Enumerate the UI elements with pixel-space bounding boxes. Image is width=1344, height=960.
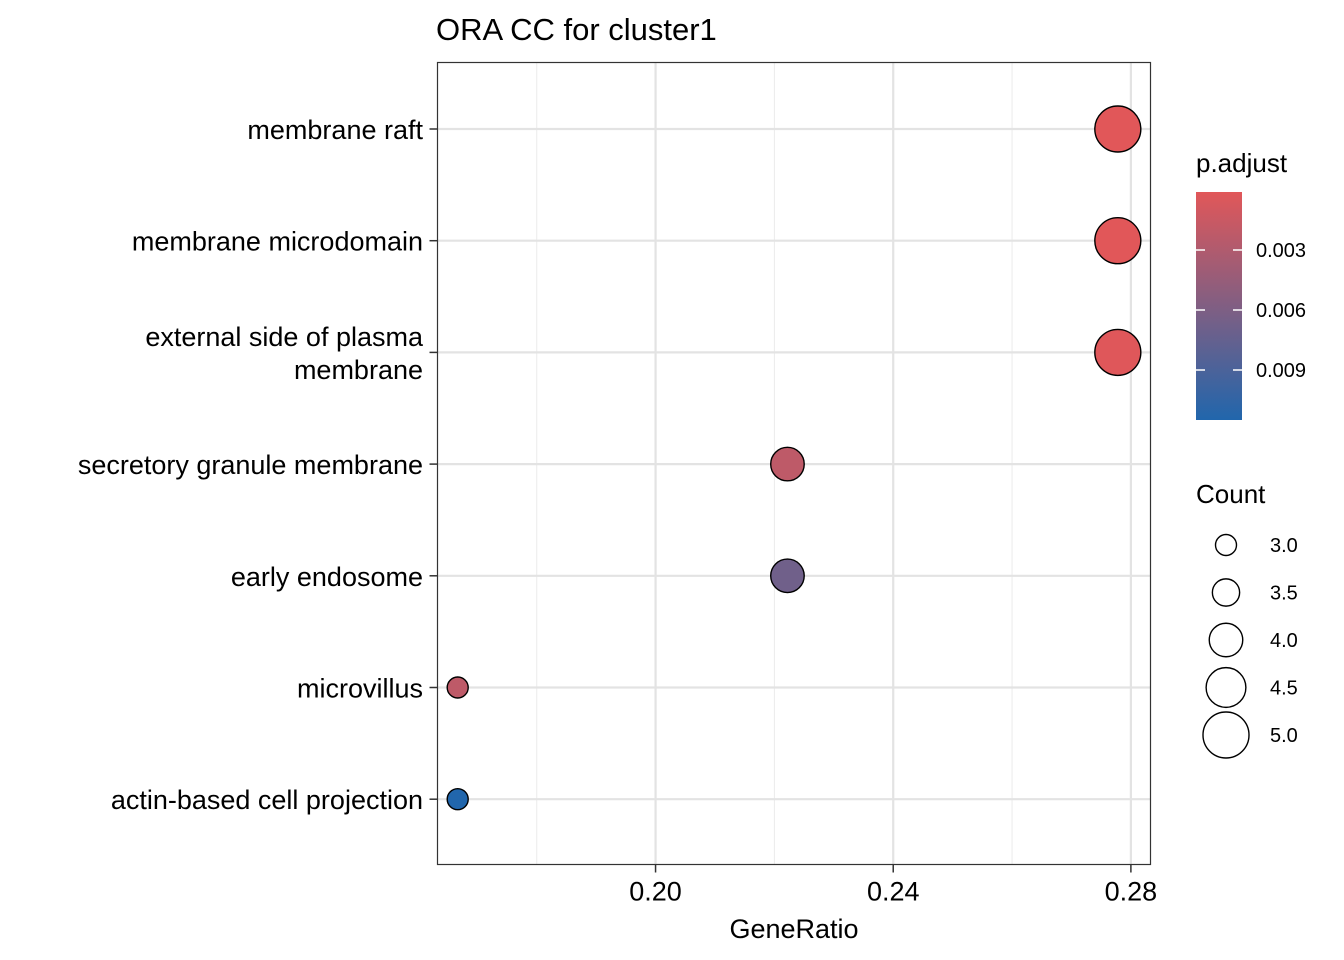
size-legend-label: 4.5 (1270, 678, 1298, 700)
color-legend-bar (1196, 192, 1242, 420)
size-legend-circle (1214, 533, 1238, 557)
color-legend-label: 0.009 (1256, 360, 1306, 382)
size-legend-label: 4.0 (1270, 630, 1298, 652)
color-legend-ticks: 0.003 0.006 0.009 (1196, 240, 1306, 382)
x-tick-label: 0.28 (1105, 877, 1158, 907)
color-legend-label: 0.006 (1256, 300, 1306, 322)
color-legend: p.adjust 0.003 0.006 0.009 (1196, 148, 1306, 420)
size-legend: Count 3.0 3.5 4.0 4.5 5.0 (1196, 479, 1298, 759)
size-legend-items: 3.0 3.5 4.0 4.5 5.0 (1202, 533, 1298, 759)
y-axis: membrane raft membrane microdomain externa… (78, 115, 438, 815)
size-legend-circle (1205, 666, 1247, 709)
size-legend-label: 3.0 (1270, 535, 1298, 557)
data-point (446, 788, 469, 811)
data-point (770, 558, 805, 594)
grid-lines (437, 62, 1151, 865)
x-tick-label: 0.20 (629, 877, 682, 907)
chart-title: ORA CC for cluster1 (436, 12, 717, 47)
data-point (1094, 216, 1142, 265)
data-point (1094, 105, 1142, 153)
y-tick-label: actin-based cell projection (111, 785, 423, 815)
x-axis-title: GeneRatio (729, 914, 858, 944)
size-legend-label: 5.0 (1270, 725, 1298, 747)
y-tick-label: microvillus (297, 674, 423, 704)
size-legend-circle (1208, 622, 1244, 658)
y-tick-label: membrane raft (247, 115, 423, 145)
size-legend-label: 3.5 (1270, 583, 1298, 605)
y-tick-label: secretory granule membrane (78, 450, 423, 480)
x-tick-label: 0.24 (867, 877, 920, 907)
color-legend-label: 0.003 (1256, 240, 1306, 262)
x-axis: 0.20 0.24 0.28 (629, 864, 1158, 907)
y-tick-label: membrane (294, 355, 423, 385)
data-point (770, 446, 805, 482)
data-point (1094, 328, 1142, 377)
size-legend-circle (1211, 578, 1241, 607)
color-legend-title: p.adjust (1196, 148, 1288, 178)
y-tick-label: external side of plasma (145, 322, 424, 352)
size-legend-title: Count (1196, 479, 1266, 509)
size-legend-circle (1202, 711, 1250, 759)
data-point (446, 676, 469, 699)
y-tick-label: early endosome (231, 562, 423, 592)
data-points (446, 105, 1142, 811)
y-tick-label: membrane microdomain (132, 227, 423, 257)
